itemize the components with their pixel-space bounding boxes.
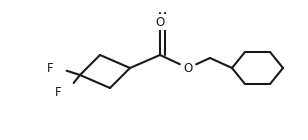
- Text: F: F: [55, 86, 61, 99]
- Text: F: F: [47, 61, 53, 74]
- Text: O: O: [155, 16, 164, 29]
- Text: O: O: [183, 61, 192, 74]
